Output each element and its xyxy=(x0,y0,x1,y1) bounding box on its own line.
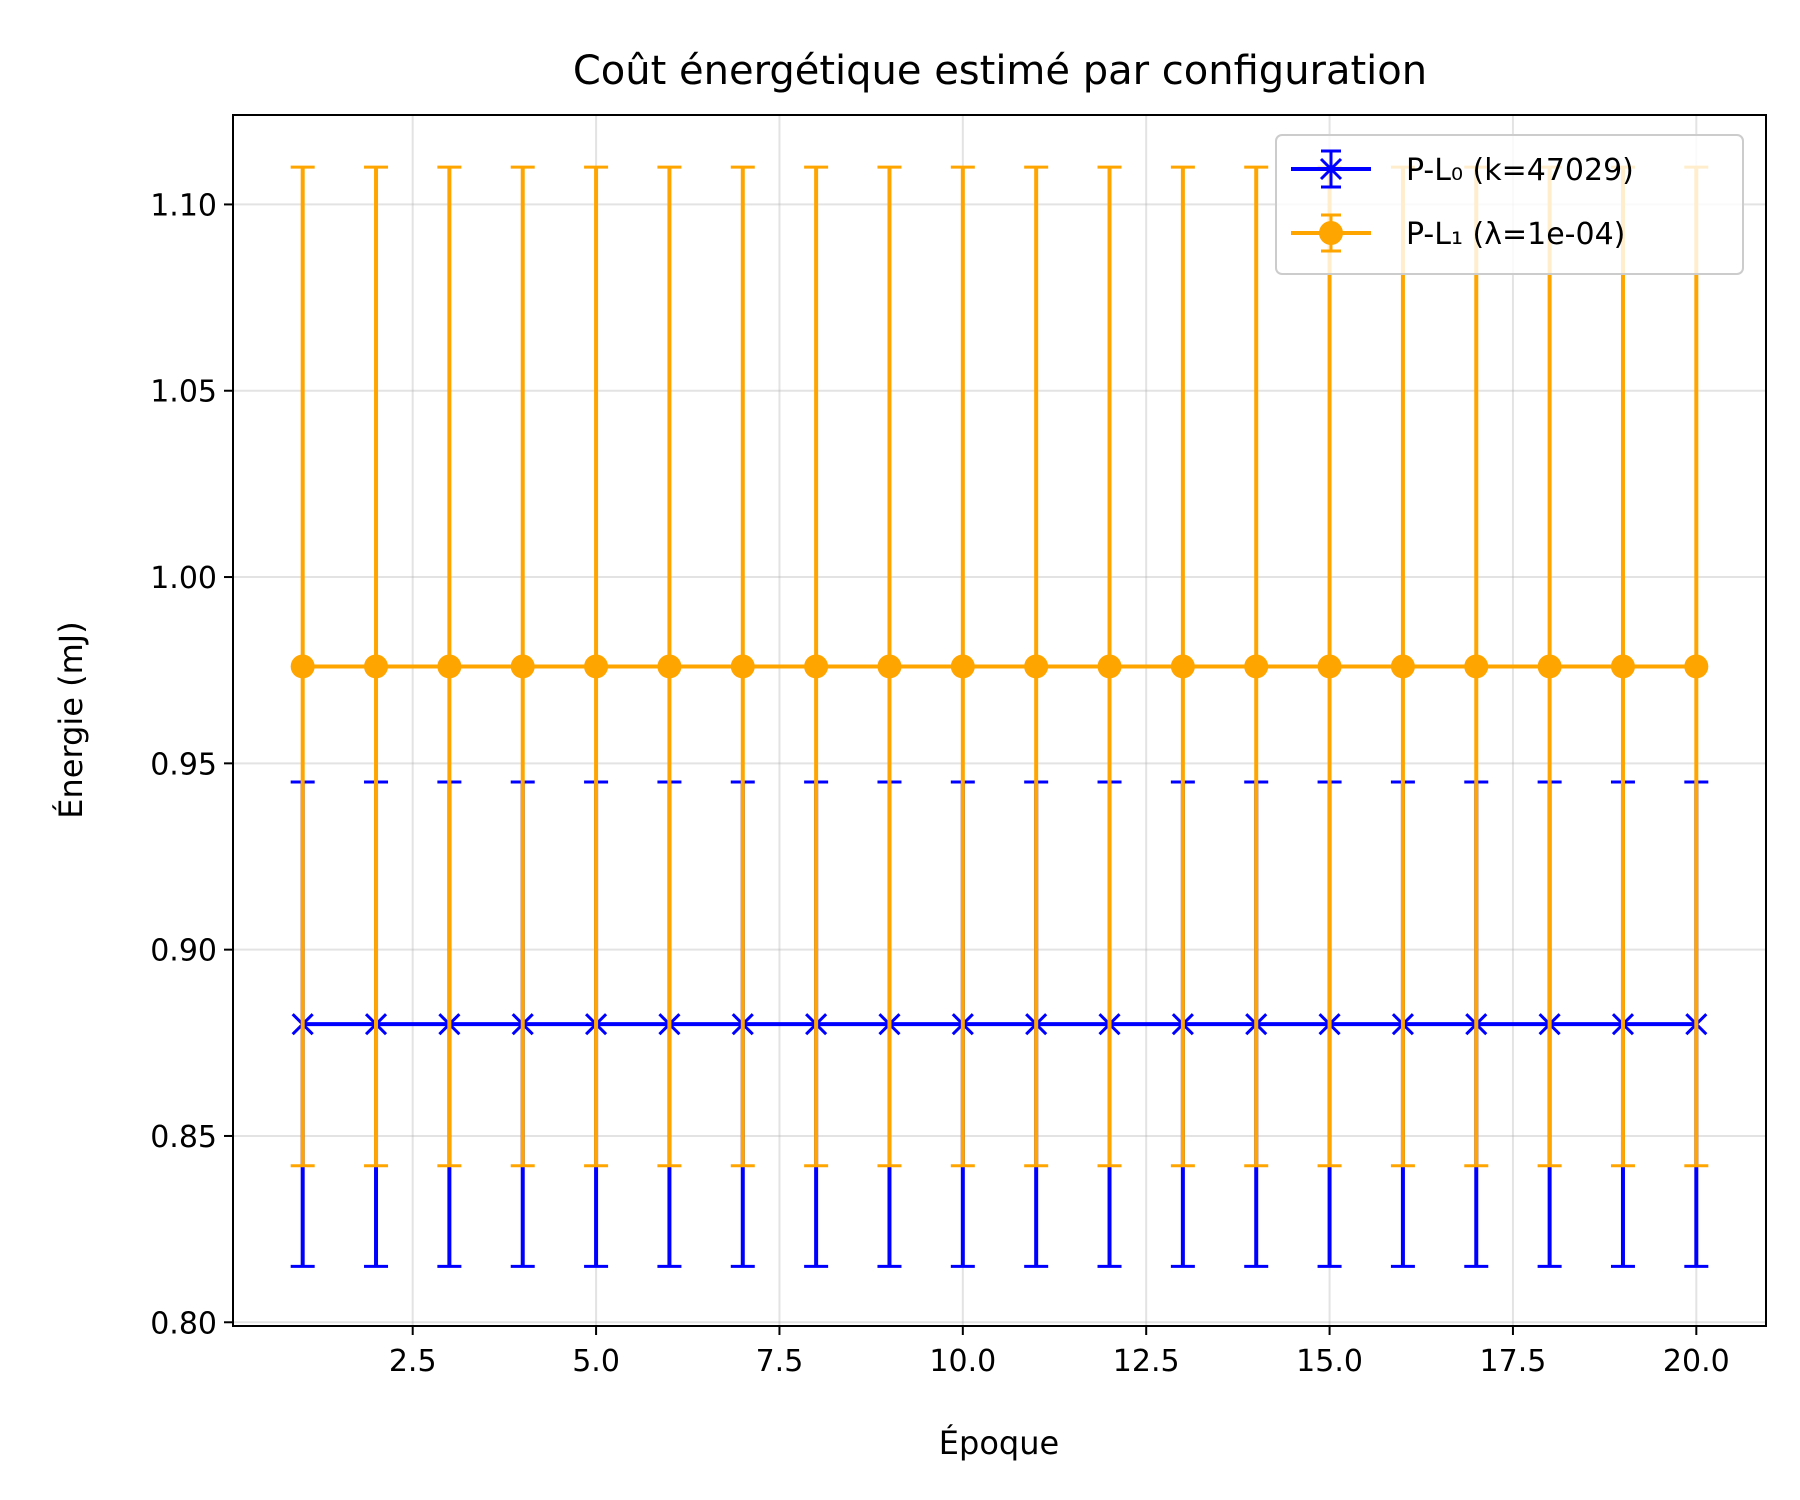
data-point xyxy=(950,654,975,679)
data-point xyxy=(437,654,462,679)
legend-label: P-L₁ (λ=1e-04) xyxy=(1406,217,1625,252)
y-tick-label: 0.80 xyxy=(150,1306,217,1341)
x-tick-label: 12.5 xyxy=(1113,1344,1180,1379)
data-point xyxy=(657,654,682,679)
y-tick-label: 1.05 xyxy=(150,375,217,410)
data-point xyxy=(1170,654,1195,679)
data-point xyxy=(510,654,535,679)
data-point xyxy=(804,654,829,679)
data-point xyxy=(1390,654,1415,679)
x-tick-label: 5.0 xyxy=(572,1344,620,1379)
x-tick-label: 20.0 xyxy=(1663,1344,1730,1379)
legend: P-L₀ (k=47029) P-L₁ (λ=1e-04) xyxy=(1275,134,1744,275)
x-tick-label: 10.0 xyxy=(929,1344,996,1379)
plot-area-frame xyxy=(232,114,1767,1327)
y-axis-title: Énergie (mJ) xyxy=(52,621,90,818)
chart-title: Coût énergétique estimé par configuratio… xyxy=(573,48,1427,94)
legend-swatch-marker xyxy=(1319,221,1343,245)
x-tick-label: 7.5 xyxy=(756,1344,804,1379)
legend-entries: P-L₀ (k=47029) P-L₁ (λ=1e-04) xyxy=(1291,149,1634,253)
data-point xyxy=(1537,654,1562,679)
y-tick-label: 1.10 xyxy=(150,188,217,223)
data-point xyxy=(1024,654,1049,679)
y-tick-label: 1.00 xyxy=(150,561,217,596)
data-point xyxy=(1244,654,1269,679)
data-point xyxy=(290,654,315,679)
legend-label: P-L₀ (k=47029) xyxy=(1406,153,1634,188)
x-tick-label: 15.0 xyxy=(1296,1344,1363,1379)
y-tick-label: 0.95 xyxy=(150,747,217,782)
data-point xyxy=(877,654,902,679)
data-point xyxy=(730,654,755,679)
x-tick-label: 2.5 xyxy=(389,1344,437,1379)
data-point xyxy=(364,654,389,679)
data-point xyxy=(1610,654,1635,679)
data-point xyxy=(1464,654,1489,679)
y-tick-label: 0.90 xyxy=(150,934,217,969)
data-point xyxy=(1097,654,1122,679)
x-axis-title: Époque xyxy=(939,1424,1059,1462)
axis-layer: 2.5 5.0 7.5 10.0 12.5 15.0 17.5 20.0 0.80 0.85 0.9… xyxy=(150,188,1730,1379)
data-point xyxy=(1317,654,1342,679)
legend-box xyxy=(1275,134,1744,275)
y-tick-label: 0.85 xyxy=(150,1120,217,1155)
x-tick-label: 17.5 xyxy=(1480,1344,1547,1379)
data-point xyxy=(584,654,609,679)
data-point xyxy=(1684,654,1709,679)
legend-swatch-marker xyxy=(1319,157,1343,181)
